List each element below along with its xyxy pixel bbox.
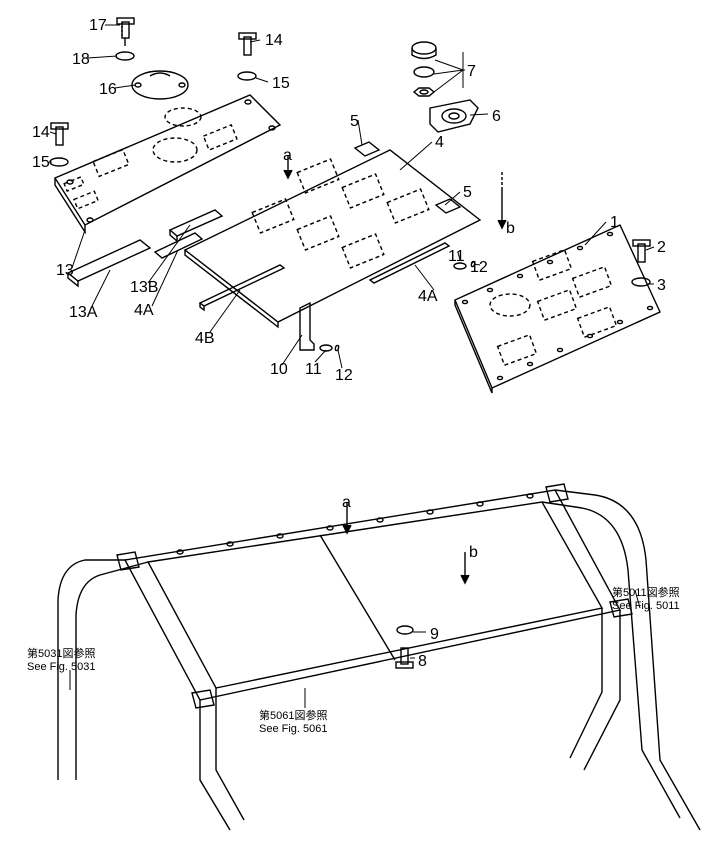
callout-5b: 5	[463, 185, 472, 201]
callout-a-lower: a	[342, 495, 351, 511]
bolt-14-left	[51, 123, 68, 145]
bolt-17	[117, 18, 134, 46]
callout-4b: 4B	[195, 331, 215, 347]
washer-18	[116, 52, 134, 60]
washer-3	[632, 278, 650, 286]
cover-16	[132, 71, 188, 99]
washer-9	[397, 626, 413, 634]
cap-assembly-7	[412, 42, 436, 96]
callout-4a-right: 4A	[418, 289, 438, 305]
assembly-arrow-b-lower	[461, 552, 469, 583]
callout-17: 17	[89, 18, 107, 34]
callout-8: 8	[418, 654, 427, 670]
callout-10: 10	[270, 362, 288, 378]
callout-16: 16	[99, 82, 117, 98]
note-fig-5061: 第5061図参照 See Fig. 5061	[259, 710, 328, 736]
panel-1	[455, 225, 660, 393]
callout-18: 18	[72, 52, 90, 68]
boot-6	[430, 100, 478, 132]
diagram-svg	[0, 0, 721, 850]
washer-15-top	[238, 72, 256, 80]
callout-3: 3	[657, 278, 666, 294]
exploded-diagram: 17 18 16 14 15 14 15 7 6 5 4 5 a b 1 2 3…	[0, 0, 721, 850]
callout-15-top: 15	[272, 76, 290, 92]
callout-4a-left: 4A	[134, 303, 154, 319]
callout-9: 9	[430, 627, 439, 643]
callout-13b: 13B	[130, 280, 158, 296]
bolt-14-top	[239, 33, 256, 55]
washer-15-left	[50, 158, 68, 166]
callout-13a: 13A	[69, 305, 97, 321]
callout-12-lower: 12	[335, 368, 353, 384]
panel-13	[55, 95, 280, 232]
note-fig-5011: 第5011図参照 See Fig. 5011	[612, 587, 680, 613]
callout-7: 7	[467, 64, 476, 80]
callout-b-upper: b	[506, 221, 515, 237]
callout-15-left: 15	[32, 155, 50, 171]
callout-5a: 5	[350, 114, 359, 130]
callout-2: 2	[657, 240, 666, 256]
frame	[58, 484, 700, 830]
note-fig-5031: 第5031図参照 See Fig. 5031	[27, 648, 96, 674]
callout-4: 4	[435, 135, 444, 151]
callout-14-left: 14	[32, 125, 50, 141]
callout-b-lower: b	[469, 545, 478, 561]
callout-6: 6	[492, 109, 501, 125]
callout-a-upper: a	[283, 148, 292, 164]
callout-11-lower: 11	[305, 362, 322, 378]
callout-11-upper: 11	[448, 249, 465, 265]
callout-13: 13	[56, 263, 74, 279]
callout-12-upper: 12	[470, 260, 488, 276]
callout-1: 1	[610, 215, 619, 231]
callout-14-top: 14	[265, 33, 283, 49]
assembly-arrow-b-upper	[498, 170, 506, 228]
spring-12-lower	[335, 346, 338, 351]
